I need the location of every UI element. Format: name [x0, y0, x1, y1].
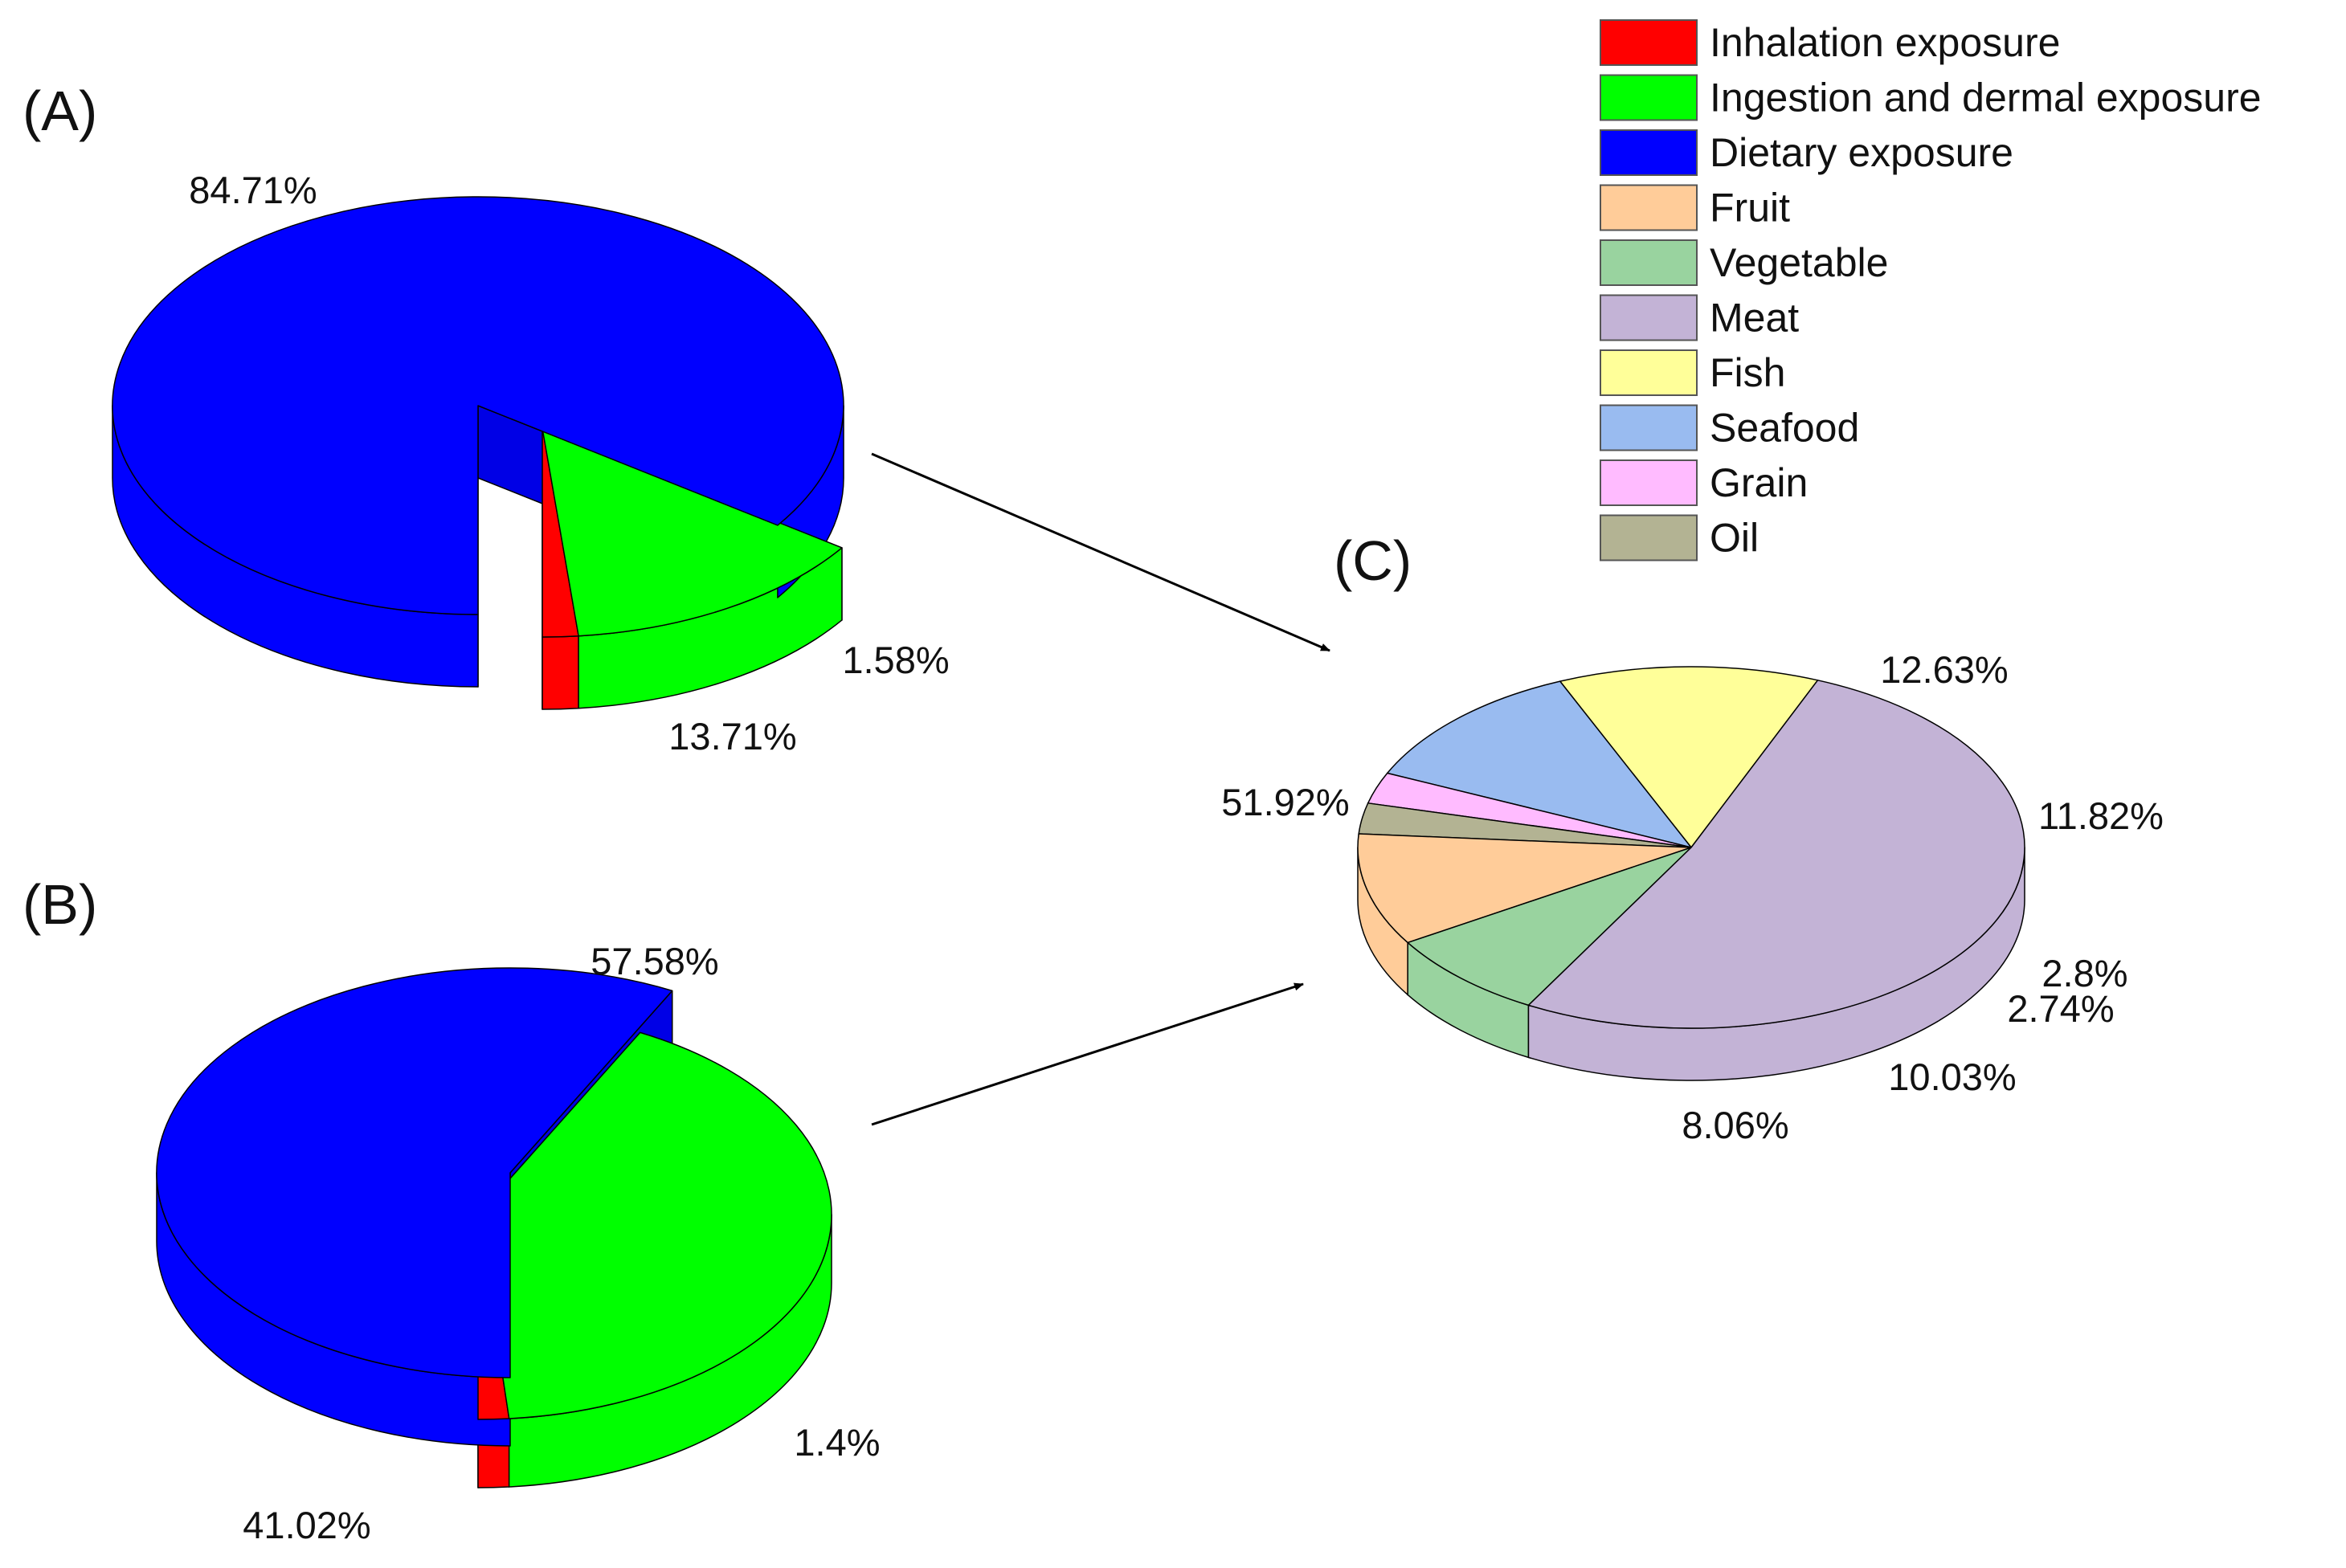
legend-swatch-oil [1600, 514, 1698, 561]
pie-b-slice-dietary-exposure [156, 967, 673, 1378]
legend-label-oil: Oil [1710, 516, 1759, 561]
pie-a: 1.58% 13.71% 84.71% [112, 169, 950, 757]
pie-b-label-ingestion-and-dermal-exposure: 41.02% [243, 1504, 370, 1546]
legend-swatch-fish [1600, 349, 1698, 396]
pie-c-label-grain: 2.8% [2042, 952, 2127, 994]
pie-c-label-vegetable: 8.06% [1682, 1104, 1788, 1146]
legend-swatch-grain [1600, 459, 1698, 506]
pie-c-label-seafood: 11.82% [2038, 794, 2164, 837]
legend-label-inhalation-exposure: Inhalation exposure [1710, 20, 2060, 65]
legend-swatch-ingestion-and-dermal-exposure [1600, 74, 1698, 121]
arrow-b-to-c [871, 982, 1304, 1126]
legend-swatch-inhalation-exposure [1600, 19, 1698, 66]
legend-label-fish: Fish [1710, 350, 1785, 395]
legend-label-seafood: Seafood [1710, 406, 1859, 451]
pie-c-slice-vegetable [1407, 847, 1692, 1007]
legend-label-vegetable: Vegetable [1710, 240, 1888, 285]
pie-a-label-inhalation-exposure: 1.58% [842, 639, 949, 681]
pie-c-slice-seafood [1386, 680, 1692, 848]
pie-a-rim-inhalation-exposure [542, 635, 579, 710]
legend-label-ingestion-and-dermal-exposure: Ingestion and dermal exposure [1710, 76, 2262, 120]
pie-c-label-oil: 2.74% [2007, 987, 2114, 1030]
legend-swatch-dietary-exposure [1600, 129, 1698, 176]
pie-c-label-fruit: 10.03% [1888, 1056, 2016, 1098]
panel-label-a: (A) [22, 80, 97, 142]
pie-b-label-inhalation-exposure: 1.4% [794, 1421, 880, 1464]
legend-swatch-vegetable [1600, 239, 1698, 286]
pie-b: 1.4% 41.02% 57.58% [156, 940, 881, 1546]
legend: Inhalation exposure Ingestion and dermal … [1600, 19, 2262, 561]
pie-a-label-ingestion-and-dermal-exposure: 13.71% [668, 715, 796, 757]
legend-label-grain: Grain [1710, 460, 1808, 505]
pie-a-slice-ingestion-and-dermal-exposure [542, 427, 843, 637]
panel-label-b: (B) [22, 873, 97, 936]
legend-swatch-meat [1600, 294, 1698, 341]
pie-c-label-fish: 12.63% [1880, 648, 2008, 691]
legend-swatch-seafood [1600, 404, 1698, 451]
legend-label-meat: Meat [1710, 296, 1799, 341]
pie-c-slice-meat [1527, 680, 2025, 1029]
legend-label-dietary-exposure: Dietary exposure [1710, 130, 2013, 175]
pie-c-slice-fruit [1357, 833, 1692, 944]
pie-c-label-meat: 51.92% [1221, 781, 1349, 823]
pie-b-slice-ingestion-and-dermal-exposure [477, 1031, 832, 1419]
pie-c: 12.63% 11.82% 2.8%2.74% 10.03% 8.06% 51.92% [1221, 648, 2164, 1146]
legend-label-fruit: Fruit [1710, 186, 1790, 231]
arrow-a-to-c [871, 452, 1330, 652]
panel-label-c: (C) [1334, 529, 1412, 592]
pie-a-slice-dietary-exposure [112, 196, 844, 615]
pie-b-label-dietary-exposure: 57.58% [591, 940, 718, 982]
legend-swatch-fruit [1600, 184, 1698, 231]
pie-a-label-dietary-exposure: 84.71% [189, 169, 317, 211]
pie-c-slice-fish [1559, 666, 1819, 848]
